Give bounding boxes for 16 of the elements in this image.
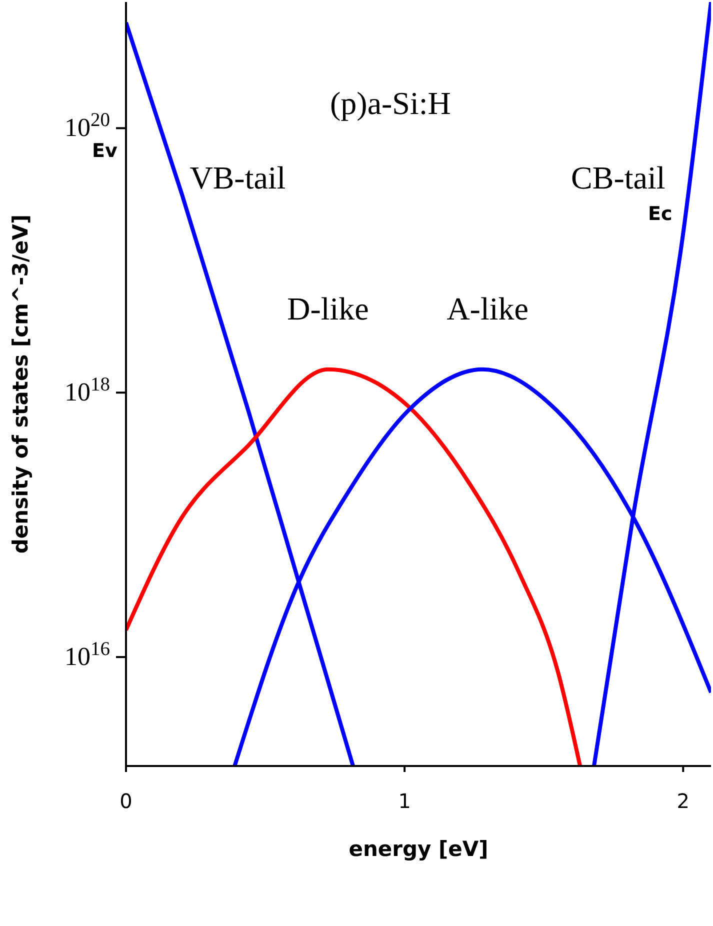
x-tick-label: 1 bbox=[398, 789, 411, 814]
text: (p)a-Si:H bbox=[330, 85, 451, 122]
y-tick-label: 10$^{20}$ bbox=[64, 110, 110, 142]
series-label: D-like bbox=[287, 290, 369, 326]
x-tick-label: 0 bbox=[120, 789, 132, 814]
y-axis-title: density of states [cm^-3/eV] bbox=[8, 214, 32, 554]
line-series bbox=[126, 367, 582, 766]
series-label: CB-tail bbox=[571, 159, 666, 196]
text: Ev bbox=[92, 140, 118, 162]
y-tick-label: 10$^{16}$ bbox=[64, 638, 110, 672]
annotation: Ec bbox=[648, 203, 672, 225]
y-tick-label: 10$^{18}$ bbox=[64, 374, 110, 407]
x-axis-title: energy [eV] bbox=[348, 837, 488, 861]
series-label: A-like bbox=[446, 290, 528, 326]
series-label: VB-tail bbox=[190, 160, 286, 196]
x-tick-label: 2 bbox=[676, 789, 690, 814]
